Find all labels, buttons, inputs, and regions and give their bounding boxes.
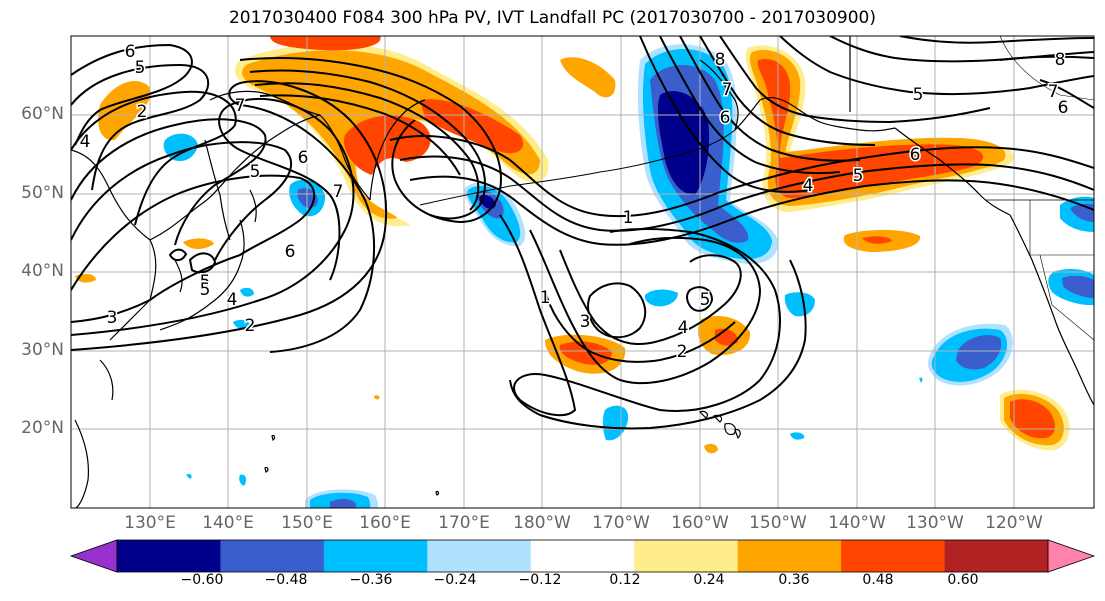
lon-label-150w: 150°W	[749, 513, 807, 533]
contour-label: 5	[200, 280, 211, 300]
contour-label: 6	[125, 42, 136, 62]
lon-label-170w: 170°W	[592, 513, 650, 533]
contour-label: 6	[1058, 98, 1069, 118]
contour-label: 6	[720, 108, 731, 128]
colorbar-tick-label: 0.48	[862, 572, 894, 588]
contour-label: 6	[285, 242, 296, 262]
colorbar-max-extension	[1047, 539, 1096, 573]
contour-label: 1	[623, 208, 634, 228]
colorbar-bin	[530, 540, 635, 572]
contour-label: 8	[715, 50, 726, 70]
contour-label: 4	[80, 132, 91, 152]
lon-label-160e: 160°E	[359, 513, 411, 533]
lat-label-40n: 40°N	[21, 261, 64, 281]
lon-label-140w: 140°W	[828, 513, 886, 533]
lon-label-130w: 130°W	[906, 513, 964, 533]
colorbar	[69, 539, 1096, 573]
colorbar-frame	[116, 539, 1049, 573]
contour-label: 5	[200, 272, 211, 292]
colorbar-tick-label: −0.36	[349, 572, 393, 588]
contour-label: 5	[853, 166, 864, 186]
contour-label: 2	[137, 102, 148, 122]
contour-label: 5	[700, 290, 711, 310]
colorbar-tick-label: −0.24	[433, 572, 477, 588]
contour-label: 5	[250, 162, 261, 182]
lon-label-150e: 150°E	[281, 513, 333, 533]
contour-label: 7	[235, 96, 246, 116]
lat-label-60n: 60°N	[21, 104, 64, 124]
colorbar-tick-label: −0.48	[264, 572, 308, 588]
contour-label: 2	[677, 342, 688, 362]
contour-label: 8	[1055, 50, 1066, 70]
colorbar-bin	[117, 540, 221, 572]
colorbar-bin	[323, 540, 428, 572]
contour-label: 2	[245, 316, 256, 336]
contour-label: 6	[298, 148, 309, 168]
lat-label-50n: 50°N	[21, 183, 64, 203]
contour-label: 5	[913, 85, 924, 105]
colorbar-bin	[220, 540, 325, 572]
coastlines	[71, 36, 1094, 508]
lat-label-20n: 20°N	[21, 418, 64, 438]
map-frame	[70, 35, 1095, 509]
lon-label-170e: 170°E	[438, 513, 490, 533]
colorbar-bin	[634, 540, 739, 572]
lon-label-130e: 130°E	[124, 513, 176, 533]
graticule	[71, 36, 1094, 508]
colorbar-tick-label: −0.12	[518, 572, 562, 588]
colorbar-tick-label: 0.36	[778, 572, 810, 588]
contour-label: 4	[227, 290, 238, 310]
contour-label: 5	[135, 58, 146, 78]
colorbar-bin	[944, 540, 1049, 572]
map-title: 2017030400 F084 300 hPa PV, IVT Landfall…	[228, 8, 876, 28]
colorbar-tick-label: −0.60	[180, 572, 224, 588]
contour-label: 7	[333, 182, 344, 202]
contour-label: 3	[580, 312, 591, 332]
contour-label: 3	[107, 308, 118, 328]
lon-label-160w: 160°W	[671, 513, 729, 533]
contour-label: 4	[803, 176, 814, 196]
lon-label-140e: 140°E	[202, 513, 254, 533]
colorbar-tick-label: 0.60	[947, 572, 979, 588]
colorbar-tick-label: 0.12	[609, 572, 641, 588]
contour-label: 7	[722, 80, 733, 100]
colorbar-bin	[427, 540, 532, 572]
pv-contours	[71, 36, 1094, 430]
lat-label-30n: 30°N	[21, 340, 64, 360]
colorbar-bin	[841, 540, 946, 572]
contour-label: 1	[540, 288, 551, 308]
lon-label-180w: 180°W	[513, 513, 571, 533]
contour-label: 7	[1048, 82, 1059, 102]
colorbar-bin	[737, 540, 842, 572]
lon-label-120w: 120°W	[985, 513, 1043, 533]
contour-label: 4	[678, 318, 689, 338]
contour-label: 6	[910, 145, 921, 165]
colorbar-tick-label: 0.24	[693, 572, 725, 588]
colorbar-min-extension	[69, 539, 118, 573]
